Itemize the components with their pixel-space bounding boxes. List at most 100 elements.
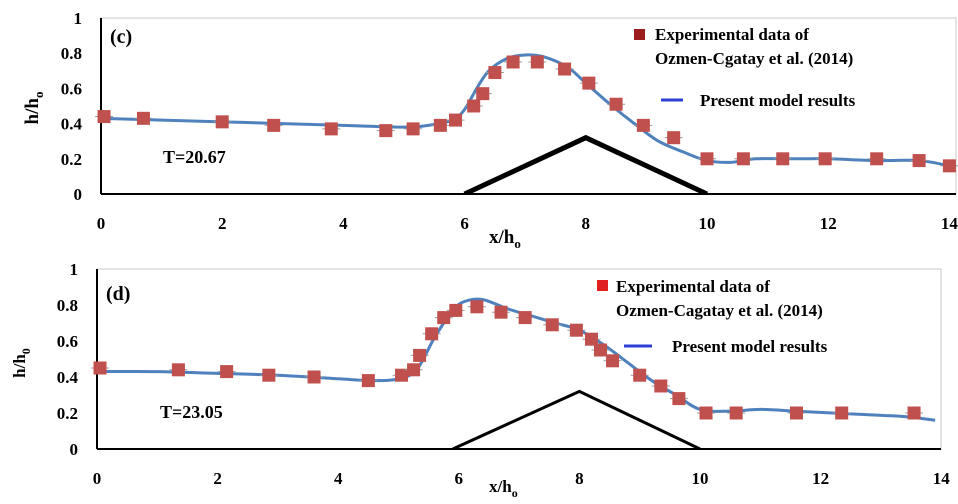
y-tick-label: 0.4 [57, 368, 79, 387]
experimental-point [654, 379, 668, 393]
x-tick-label: 0 [93, 469, 102, 488]
x-tick-label: 14 [941, 214, 958, 233]
panel-label: (d) [106, 283, 130, 305]
y-tick-label: 1 [70, 260, 79, 279]
legend-label-model: Present model results [700, 91, 856, 110]
time-annotation: T=23.05 [160, 402, 223, 422]
x-tick-label: 4 [334, 469, 343, 488]
experimental-point [407, 363, 421, 377]
x-axis-label: x/ho [489, 227, 521, 251]
x-tick-label: 8 [582, 214, 591, 233]
experimental-point [215, 115, 229, 129]
experimental-point [433, 118, 447, 132]
experimental-point [307, 370, 321, 384]
y-axis-label: h/h0 [10, 348, 33, 378]
experimental-point [700, 152, 714, 166]
experimental-point [584, 332, 598, 346]
experimental-point [467, 99, 481, 113]
chart-panel-c: 0 0.2 0.4 0.6 0.8 1 0 2 4 6 8 10 12 14 (c) T=20.67 h… [22, 9, 958, 251]
experimental-point [220, 365, 234, 379]
experimental-point [506, 55, 520, 69]
y-tick-label: 0.2 [57, 404, 78, 423]
y-tick-label: 0.6 [57, 332, 78, 351]
experimental-point [406, 122, 420, 136]
y-tick-label: 1 [74, 9, 83, 28]
experimental-point [736, 152, 750, 166]
legend-marker-experimental [634, 29, 645, 40]
x-tick-label: 12 [812, 469, 829, 488]
experimental-point [606, 354, 620, 368]
legend-label-experimental-line2: Ozmen-Cagatay et al. (2014) [616, 301, 823, 320]
experimental-point [942, 159, 956, 173]
experimental-point [835, 406, 849, 420]
experimental-point [789, 406, 803, 420]
experimental-point [449, 303, 463, 317]
legend-label-experimental-line2: Ozmen-Cgatay et al. (2014) [655, 49, 853, 68]
time-annotation: T=20.67 [163, 147, 226, 167]
experimental-point [582, 76, 596, 90]
experimental-point [912, 154, 926, 168]
experimental-point [470, 300, 484, 314]
experimental-point [667, 131, 681, 145]
experimental-point [413, 348, 427, 362]
experimental-point [136, 111, 150, 125]
experimental-point [437, 311, 451, 325]
y-tick-label: 0 [74, 185, 83, 204]
y-axis-label: h/ho [22, 92, 46, 125]
x-tick-label: 8 [575, 469, 584, 488]
x-tick-label: 6 [460, 214, 469, 233]
experimental-point [488, 66, 502, 80]
experimental-point [449, 113, 463, 127]
experimental-point [699, 406, 713, 420]
experimental-point [361, 374, 375, 388]
x-tick-label: 2 [213, 469, 222, 488]
experimental-point [494, 305, 508, 319]
x-tick-label: 10 [692, 469, 709, 488]
experimental-point [518, 311, 532, 325]
y-tick-label: 0.8 [61, 44, 82, 63]
experimental-point [379, 124, 393, 138]
experimental-point [818, 152, 832, 166]
y-tick-label: 0.2 [61, 150, 82, 169]
obstacle-profile [463, 134, 709, 194]
y-tick-label: 0 [70, 440, 79, 459]
y-tick-label: 0.6 [61, 79, 82, 98]
experimental-point [171, 363, 185, 377]
experimental-point [530, 55, 544, 69]
legend-label-experimental-line1: Experimental data of [655, 25, 809, 44]
experimental-point [558, 62, 572, 76]
model-results-line [101, 53, 950, 168]
experimental-point [267, 118, 281, 132]
plot-frame [96, 268, 942, 450]
experimental-point [476, 87, 490, 101]
legend-label-experimental-line1: Experimental data of [616, 277, 770, 296]
experimental-point [262, 368, 276, 382]
legend: Experimental data of Ozmen-Cagatay et al… [597, 277, 828, 356]
x-tick-label: 10 [699, 214, 716, 233]
experimental-point [672, 392, 686, 406]
y-tick-label: 0.4 [61, 115, 83, 134]
svg-text:h/ho: h/ho [22, 92, 46, 125]
experimental-point [870, 152, 884, 166]
y-tick-label: 0.8 [57, 296, 78, 315]
experimental-point [609, 97, 623, 111]
experimental-point [545, 318, 559, 332]
experimental-point [594, 343, 608, 357]
x-tick-label: 12 [820, 214, 837, 233]
experimental-point [569, 323, 583, 337]
experimental-point [636, 118, 650, 132]
experimental-point [93, 361, 107, 375]
experimental-point [97, 110, 111, 124]
experimental-point [395, 368, 409, 382]
x-tick-label: 4 [339, 214, 348, 233]
x-tick-label: 14 [933, 469, 951, 488]
experimental-point [776, 152, 790, 166]
legend-marker-experimental [597, 280, 608, 291]
model-results-line [97, 297, 936, 422]
legend: Experimental data of Ozmen-Cgatay et al.… [634, 25, 856, 110]
experimental-point [633, 368, 647, 382]
obstacle-profile [452, 389, 701, 449]
experimental-point [729, 406, 743, 420]
experimental-point [907, 406, 921, 420]
